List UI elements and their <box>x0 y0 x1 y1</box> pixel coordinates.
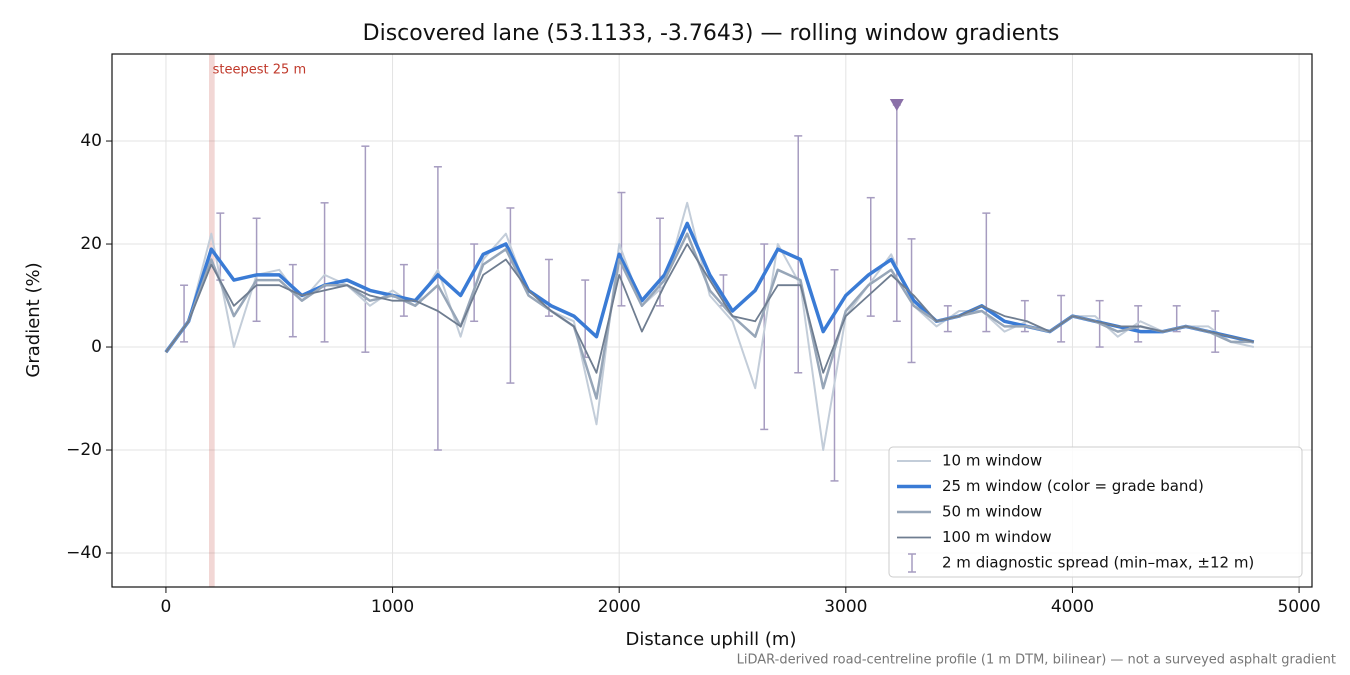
series-line <box>165 243 1255 374</box>
x-tick-label: 1000 <box>371 597 414 617</box>
x-tick-label: 5000 <box>1277 597 1320 617</box>
error-bar <box>892 104 901 323</box>
error-bar <box>180 284 189 343</box>
series-line <box>165 201 1255 451</box>
legend-label: 10 m window <box>942 452 1042 470</box>
y-tick-label: 0 <box>91 337 102 357</box>
x-axis-label: Distance uphill (m) <box>626 629 797 650</box>
error-bar <box>433 166 442 451</box>
y-tick-label: −20 <box>66 440 102 460</box>
error-bar <box>399 263 408 317</box>
legend-label: 50 m window <box>942 503 1042 521</box>
chart-title: Discovered lane (53.1133, -3.7643) — rol… <box>363 21 1060 46</box>
error-bar <box>1057 294 1066 343</box>
x-tick-label: 0 <box>161 597 172 617</box>
error-bar <box>470 243 479 323</box>
error-bar <box>982 212 991 333</box>
legend-label: 100 m window <box>942 528 1052 546</box>
error-bar <box>830 269 839 482</box>
highlight-span <box>208 54 215 587</box>
error-bar <box>794 135 803 374</box>
annotation: steepest 25 m <box>213 63 306 78</box>
error-bar <box>361 145 370 353</box>
footnote: LiDAR-derived road-centreline profile (1… <box>737 653 1336 668</box>
y-axis-label: Gradient (%) <box>23 262 44 377</box>
peak-marker <box>889 98 904 111</box>
y-tick-label: −40 <box>66 543 102 563</box>
x-tick-label: 3000 <box>824 597 867 617</box>
error-bar <box>655 217 664 307</box>
y-tick-label: 20 <box>80 234 102 254</box>
error-bar <box>288 263 297 338</box>
error-bar <box>252 217 261 323</box>
legend-box <box>888 446 1303 578</box>
error-bar <box>506 207 515 384</box>
legend-label: 2 m diagnostic spread (min–max, ±12 m) <box>942 554 1254 572</box>
error-bar <box>320 202 329 343</box>
plot-frame <box>111 53 1313 588</box>
error-bar <box>544 258 553 317</box>
y-tick-label: 40 <box>80 131 102 151</box>
x-tick-label: 4000 <box>1051 597 1094 617</box>
x-tick-label: 2000 <box>598 597 641 617</box>
error-bar <box>866 196 875 317</box>
legend-label: 25 m window (color = grade band) <box>942 477 1204 495</box>
